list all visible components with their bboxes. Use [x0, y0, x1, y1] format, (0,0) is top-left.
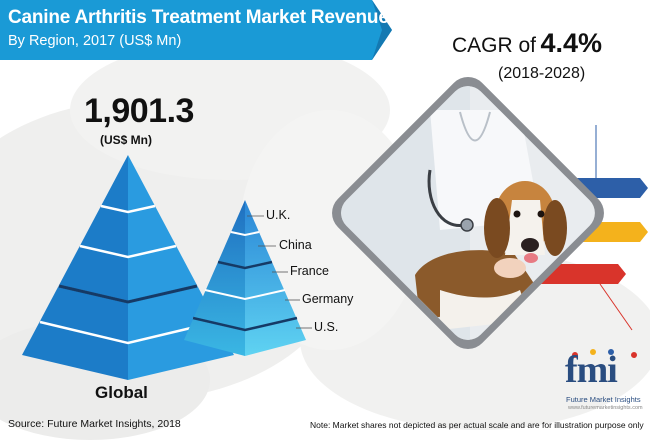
region-label-france: France	[290, 264, 329, 278]
fmi-company-name: Future Market Insights	[566, 395, 641, 404]
cagr-text: CAGR of 4.4%	[452, 28, 602, 59]
global-unit: (US$ Mn)	[100, 133, 152, 147]
title-banner	[0, 0, 392, 60]
global-value: 1,901.3	[84, 92, 194, 130]
fmi-logo: fmi	[565, 349, 618, 391]
cagr-period: (2018-2028)	[498, 65, 586, 82]
cagr-value: 4.4%	[540, 28, 603, 58]
global-label: Global	[95, 383, 148, 402]
region-label-uk: U.K.	[266, 208, 291, 222]
cagr-label: CAGR of	[452, 34, 537, 57]
region-label-germany: Germany	[302, 292, 354, 306]
chart-title: Canine Arthritis Treatment Market Revenu…	[8, 7, 389, 28]
region-label-us: U.S.	[314, 320, 339, 334]
source-note: Source: Future Market Insights, 2018	[8, 418, 181, 430]
disclaimer-note: Note: Market shares not depicted as per …	[310, 420, 644, 430]
chart-subtitle: By Region, 2017 (US$ Mn)	[8, 33, 182, 49]
fmi-url: www.futuremarketinsights.com	[568, 405, 643, 411]
region-label-china: China	[279, 238, 312, 252]
